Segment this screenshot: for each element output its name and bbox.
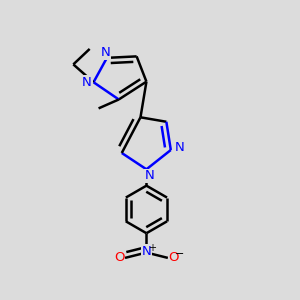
Text: N: N xyxy=(142,244,151,258)
Text: N: N xyxy=(100,46,110,59)
Text: −: − xyxy=(175,249,184,259)
Text: O: O xyxy=(114,251,124,264)
Text: +: + xyxy=(148,243,156,253)
Text: N: N xyxy=(145,169,155,182)
Text: N: N xyxy=(82,76,92,89)
Text: N: N xyxy=(174,141,184,154)
Text: O: O xyxy=(169,251,179,264)
